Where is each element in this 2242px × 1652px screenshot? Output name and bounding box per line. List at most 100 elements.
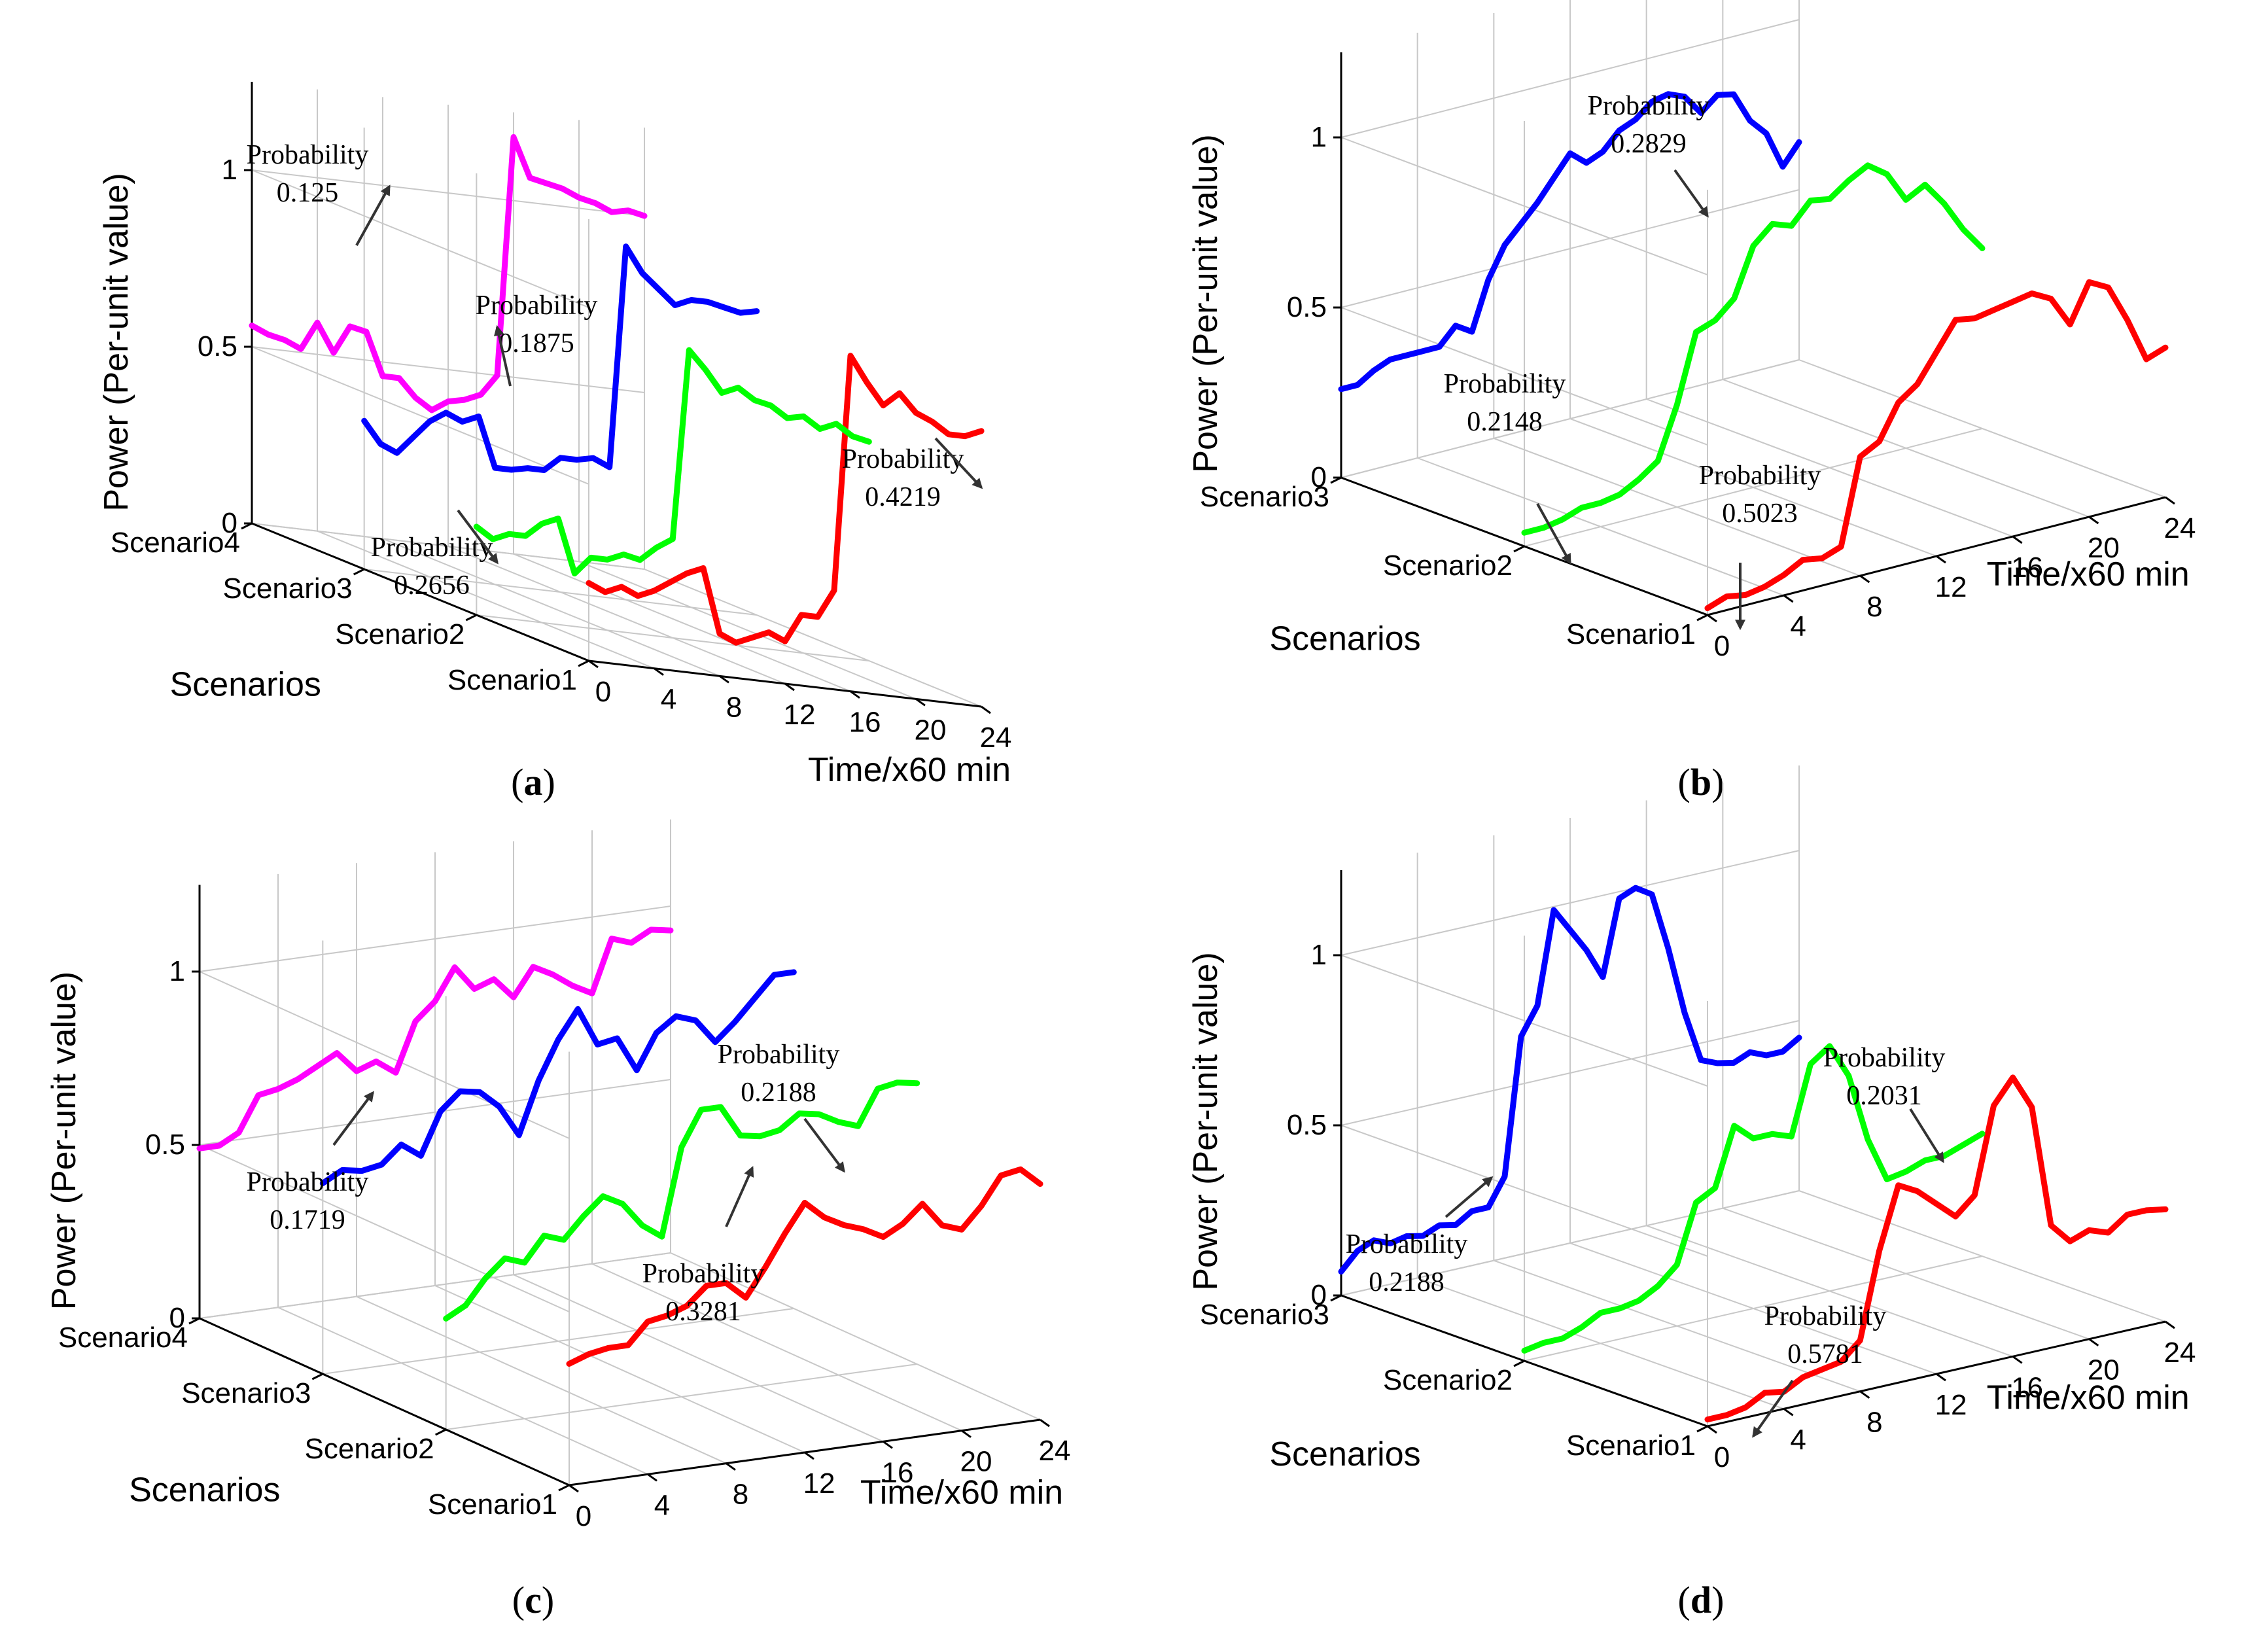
scenario-axis-title: Scenarios bbox=[1269, 620, 1420, 658]
grid bbox=[251, 82, 982, 707]
probability-label: Probability bbox=[247, 1167, 369, 1197]
axes bbox=[1340, 52, 2166, 616]
series-line-scenario1 bbox=[1704, 279, 2169, 612]
time-tick bbox=[883, 1441, 893, 1449]
power-tick-label: 0 bbox=[1311, 461, 1327, 493]
gridline-floor-time bbox=[513, 553, 851, 692]
gridline-floor-time bbox=[513, 1274, 884, 1443]
panel-letter: a bbox=[524, 761, 543, 803]
probability-value: 0.2829 bbox=[1611, 129, 1687, 159]
power-tick-label: 1 bbox=[222, 154, 237, 186]
time-tick bbox=[1859, 1390, 1870, 1399]
panel-label: (a) bbox=[511, 761, 555, 803]
probability-arrow bbox=[725, 1166, 754, 1227]
power-tick-label: 0 bbox=[169, 1302, 185, 1334]
power-axis-title: Power (Per-unit value) bbox=[45, 972, 83, 1310]
scenario-tick-label: Scenario3 bbox=[1200, 481, 1329, 513]
gridline-floor-scenario bbox=[476, 614, 869, 661]
time-tick bbox=[647, 1473, 657, 1482]
gridline-floor-time bbox=[434, 1285, 805, 1453]
time-tick bbox=[588, 659, 599, 669]
probability-value: 0.2031 bbox=[1846, 1081, 1922, 1111]
gridline-floor-time bbox=[578, 561, 917, 700]
probability-label: Probability bbox=[371, 533, 493, 563]
power-axis-title: Power (Per-unit value) bbox=[1187, 952, 1225, 1290]
panel-d: 0 4 8 12 16 20 24 0 0.5 1 Scenario1 Scenario2 Scenar… bbox=[1187, 765, 2196, 1621]
time-tick-label: 0 bbox=[1714, 630, 1730, 662]
gridline-floor-scenario bbox=[1524, 428, 1983, 547]
scenario-tick bbox=[311, 1373, 324, 1380]
gridline-side-horizontal bbox=[199, 1144, 570, 1312]
probability-label: Probability bbox=[1699, 461, 1821, 491]
scenario-tick bbox=[188, 1317, 200, 1325]
scenario-tick bbox=[1513, 1360, 1525, 1367]
scenario-tick-label: Scenario3 bbox=[223, 572, 353, 605]
series-line-scenario4 bbox=[249, 134, 648, 413]
scenario-tick bbox=[465, 614, 478, 622]
scenario-tick-label: Scenario3 bbox=[181, 1377, 311, 1409]
probability-arrow bbox=[934, 437, 983, 489]
scenario-tick-label: Scenario2 bbox=[1383, 1364, 1513, 1396]
gridline-floor-scenario bbox=[323, 1308, 794, 1375]
time-tick bbox=[1936, 555, 1946, 564]
gridline-floor-scenario bbox=[364, 569, 757, 616]
panel-letter: c bbox=[525, 1579, 542, 1621]
gridline-floor-time bbox=[382, 538, 720, 677]
gridline-floor-time bbox=[277, 1307, 648, 1475]
scenario-tick-label: Scenario2 bbox=[305, 1433, 434, 1465]
probability-arrow bbox=[493, 325, 512, 387]
scenario-tick-label: Scenario1 bbox=[1566, 1430, 1696, 1462]
time-axis-title: Time/x60 min bbox=[860, 1473, 1063, 1511]
gridline-floor-time bbox=[670, 1252, 1041, 1420]
time-axis-title: Time/x60 min bbox=[1987, 555, 2190, 593]
gridline-floor-time bbox=[317, 530, 655, 669]
time-tick bbox=[2165, 496, 2175, 505]
panel-a: 0 4 8 12 16 20 24 0 0.5 1 Scenario1 Scenario2 Scenar… bbox=[97, 82, 1011, 803]
gridline-back-horizontal bbox=[199, 1079, 671, 1146]
series-line-scenario1 bbox=[566, 1166, 1043, 1367]
gridline-floor-scenario bbox=[199, 1252, 671, 1319]
series-line-scenario2 bbox=[473, 347, 872, 576]
power-tick-label: 0.5 bbox=[1287, 291, 1327, 323]
scenario-axis-line bbox=[199, 1317, 570, 1486]
probability-value: 0.2188 bbox=[1369, 1267, 1445, 1297]
time-tick-label: 4 bbox=[1790, 610, 1806, 642]
panel-label: (b) bbox=[1678, 761, 1725, 803]
series-line-scenario3 bbox=[361, 243, 760, 473]
time-tick-label: 12 bbox=[784, 699, 816, 731]
time-tick bbox=[804, 1451, 814, 1460]
time-tick-label: 8 bbox=[1866, 591, 1882, 623]
scenario-tick bbox=[241, 522, 253, 530]
probability-label: Probability bbox=[642, 1259, 765, 1289]
probability-value: 0.125 bbox=[277, 178, 339, 208]
probability-value: 0.1875 bbox=[499, 328, 574, 359]
time-tick-label: 8 bbox=[726, 691, 742, 723]
panel-label: (d) bbox=[1678, 1579, 1725, 1621]
time-tick-label: 8 bbox=[1866, 1407, 1882, 1439]
gridline-side-horizontal bbox=[251, 169, 589, 308]
power-tick-label: 1 bbox=[1311, 939, 1327, 971]
power-axis-title: Power (Per-unit value) bbox=[97, 173, 135, 511]
time-tick bbox=[654, 667, 664, 676]
probability-arrow bbox=[1445, 1176, 1494, 1218]
time-tick bbox=[1783, 594, 1794, 603]
gridline-floor-time bbox=[644, 569, 982, 707]
time-tick-label: 12 bbox=[1935, 571, 1967, 603]
time-tick-label: 4 bbox=[1790, 1424, 1806, 1456]
probability-value: 0.2148 bbox=[1467, 407, 1543, 437]
scenario-tick-label: Scenario1 bbox=[428, 1488, 557, 1520]
time-tick-label: 0 bbox=[595, 676, 611, 708]
scenario-tick-label: Scenario2 bbox=[335, 618, 464, 650]
power-tick-label: 1 bbox=[169, 955, 185, 987]
probability-label: Probability bbox=[247, 140, 369, 170]
time-tick-label: 24 bbox=[1039, 1435, 1071, 1467]
time-tick-label: 12 bbox=[803, 1467, 835, 1500]
time-tick-label: 20 bbox=[960, 1446, 992, 1478]
gridline-floor-scenario bbox=[446, 1363, 917, 1430]
scenario-tick-label: Scenario3 bbox=[1200, 1299, 1329, 1331]
time-tick bbox=[2088, 1338, 2099, 1346]
scenario-tick bbox=[1696, 1425, 1708, 1433]
series-line-scenario1 bbox=[586, 353, 985, 646]
time-tick bbox=[1040, 1418, 1050, 1428]
